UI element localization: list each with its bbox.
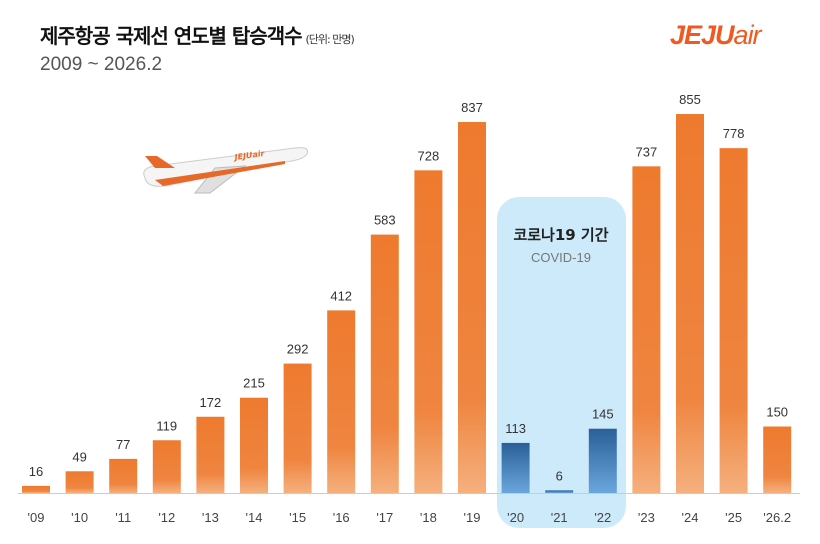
x-tick-label: '13 (202, 510, 219, 525)
data-label: 16 (29, 464, 43, 479)
data-label: 778 (723, 126, 745, 141)
x-tick-label: '21 (551, 510, 568, 525)
bar-12 (152, 440, 181, 493)
x-tick-label: '20 (507, 510, 524, 525)
bar-20 (501, 442, 530, 493)
unit-label: (단위: 만명) (305, 33, 355, 46)
x-tick-label: '15 (289, 510, 306, 525)
x-tick-label: '22 (594, 510, 611, 525)
bar-10 (65, 471, 94, 493)
x-tick-label: '12 (158, 510, 175, 525)
bar-14 (240, 397, 268, 493)
title-text: 제주항공 국제선 연도별 탑승객수 (40, 24, 302, 48)
data-label: 172 (200, 395, 222, 410)
x-tick-label: '19 (464, 510, 481, 525)
data-label: 119 (156, 418, 177, 433)
data-label: 150 (766, 405, 788, 420)
data-label: 145 (592, 407, 614, 422)
x-tick-label: '17 (376, 510, 393, 525)
bar-16 (327, 310, 356, 493)
data-label: 292 (287, 342, 309, 357)
covid-sublabel: COVID-19 (531, 250, 591, 265)
data-label: 837 (461, 100, 483, 115)
x-tick-label: '23 (638, 510, 655, 525)
bar-18 (414, 170, 443, 494)
data-label: 583 (374, 213, 396, 228)
bar-23 (632, 166, 661, 494)
chart-subtitle: 2009 ~ 2026.2 (40, 54, 163, 75)
bar-25 (719, 148, 748, 493)
bar-19 (458, 122, 486, 493)
bar-24 (676, 114, 704, 493)
chart-title: 제주항공 국제선 연도별 탑승객수 (단위: 만명) (40, 20, 355, 49)
x-tick-label: '26.2 (763, 510, 791, 525)
airplane-illustration: JEJUair (143, 147, 308, 194)
bar-26.2 (763, 426, 792, 493)
x-tick-label: '11 (115, 510, 131, 525)
x-tick-label: '14 (246, 510, 263, 525)
x-tick-label: '16 (333, 510, 350, 525)
data-label: 6 (556, 468, 563, 483)
x-tick-label: '24 (682, 510, 699, 525)
bar-21 (545, 490, 574, 493)
data-label: 49 (72, 449, 86, 464)
data-label: 215 (243, 376, 265, 391)
data-label: 412 (330, 288, 352, 303)
bar-22 (588, 428, 617, 493)
bar-11 (109, 458, 138, 493)
bar-17 (370, 234, 399, 493)
data-label: 728 (418, 148, 440, 163)
x-tick-label: '09 (28, 510, 45, 525)
data-label: 113 (505, 421, 526, 436)
bar-09 (22, 485, 50, 493)
x-tick-label: '10 (71, 510, 88, 525)
data-label: 77 (116, 437, 130, 452)
bar-13 (196, 416, 225, 493)
data-label: 855 (679, 92, 701, 107)
x-tick-label: '25 (725, 510, 742, 525)
bar-15 (283, 363, 312, 493)
jejuair-logo: JEJUair (670, 20, 762, 50)
covid-label: 코로나19 기간 (513, 226, 608, 244)
x-tick-label: '18 (420, 510, 437, 525)
data-label: 737 (636, 144, 658, 159)
